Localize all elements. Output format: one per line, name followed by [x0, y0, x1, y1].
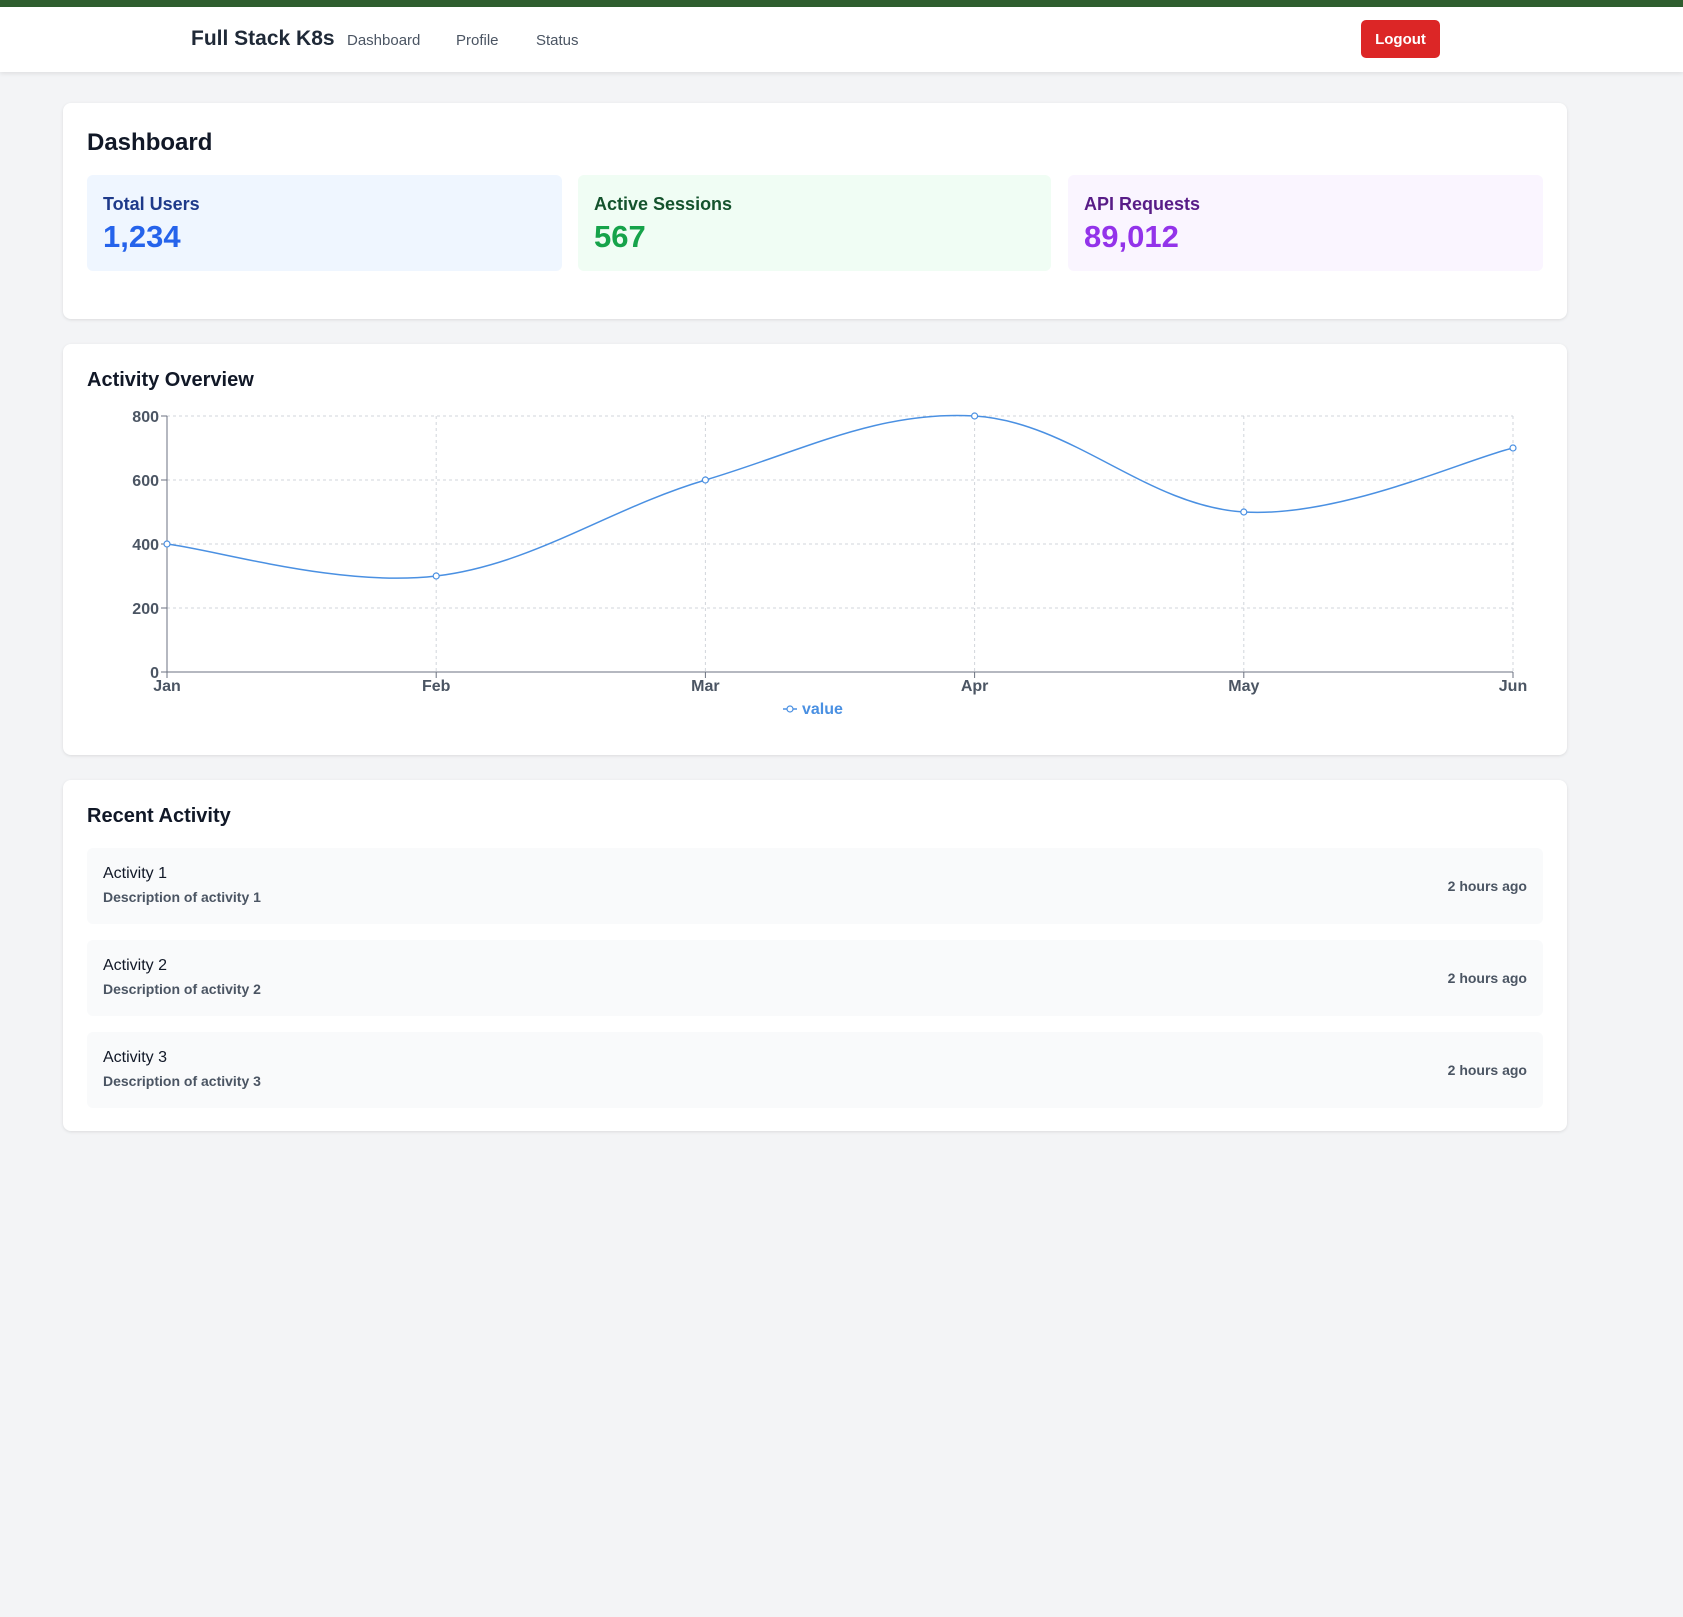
activity-list-item[interactable]: Activity 3 Description of activity 3 2 h… [87, 1032, 1543, 1108]
data-point [163, 540, 171, 548]
stat-label: Active Sessions [594, 194, 733, 214]
data-point [701, 476, 710, 484]
x-tick-label: Jun [1499, 678, 1527, 695]
legend-swatch-point [786, 705, 794, 713]
page-title: Dashboard [87, 129, 213, 156]
stat-card-total-users: Total Users 1,234 [87, 175, 562, 271]
nav-link-status[interactable]: Status [536, 32, 579, 49]
x-tick-label: Apr [961, 678, 989, 695]
activity-title: Activity 1 [103, 865, 168, 882]
recent-activity-card: Recent Activity Activity 1 Description o… [63, 780, 1567, 1131]
recent-activity-title: Recent Activity [87, 805, 231, 827]
y-tick-label: 400 [132, 537, 159, 554]
series-line-value [166, 414, 1514, 579]
activity-title: Activity 2 [103, 957, 168, 974]
y-tick-label: 600 [132, 473, 159, 490]
data-point [432, 572, 440, 580]
stat-value: 89,012 [1084, 219, 1179, 254]
activity-overview-card: Activity Overview 0 200 400 600 800 Jan Feb Mar… [63, 344, 1567, 755]
nav-link-dashboard[interactable]: Dashboard [347, 32, 421, 49]
activity-title: Activity 3 [103, 1049, 168, 1066]
y-tick-label: 200 [132, 601, 159, 618]
activity-description: Description of activity 2 [103, 981, 261, 997]
activity-time: 2 hours ago [1447, 878, 1527, 894]
stat-card-active-sessions: Active Sessions 567 [578, 175, 1051, 271]
stat-label: API Requests [1084, 194, 1201, 214]
data-point [1509, 444, 1517, 452]
y-tick-label: 0 [150, 665, 159, 682]
legend-label: value [802, 701, 843, 718]
x-tick-label: Mar [691, 678, 719, 695]
logout-button[interactable]: Logout [1361, 20, 1440, 58]
activity-description: Description of activity 3 [103, 1073, 261, 1089]
nav-link-profile[interactable]: Profile [456, 32, 499, 49]
activity-time: 2 hours ago [1447, 970, 1527, 986]
stat-value: 567 [594, 219, 646, 254]
top-accent-bar [0, 0, 1683, 7]
activity-time: 2 hours ago [1447, 1062, 1527, 1078]
x-tick-label: Feb [422, 678, 451, 695]
activity-description: Description of activity 1 [103, 889, 261, 905]
dashboard-card: Dashboard Total Users 1,234 Active Sessi… [63, 103, 1567, 319]
data-point [970, 412, 979, 420]
stat-card-api-requests: API Requests 89,012 [1068, 175, 1543, 271]
x-tick-label: Jan [153, 678, 181, 695]
chart-section-title: Activity Overview [87, 369, 254, 391]
stat-value: 1,234 [103, 219, 181, 254]
activity-list-item[interactable]: Activity 1 Description of activity 1 2 h… [87, 848, 1543, 924]
data-point [1240, 508, 1248, 516]
y-tick-label: 800 [132, 409, 159, 426]
activity-line-chart: 0 200 400 600 800 Jan Feb Mar Apr May Jun value [132, 409, 1527, 718]
navbar: Full Stack K8s Dashboard Profile Status … [0, 7, 1683, 72]
stat-label: Total Users [103, 194, 200, 214]
activity-list-item[interactable]: Activity 2 Description of activity 2 2 h… [87, 940, 1543, 1016]
brand-title: Full Stack K8s [191, 27, 335, 50]
x-tick-label: May [1228, 678, 1259, 695]
